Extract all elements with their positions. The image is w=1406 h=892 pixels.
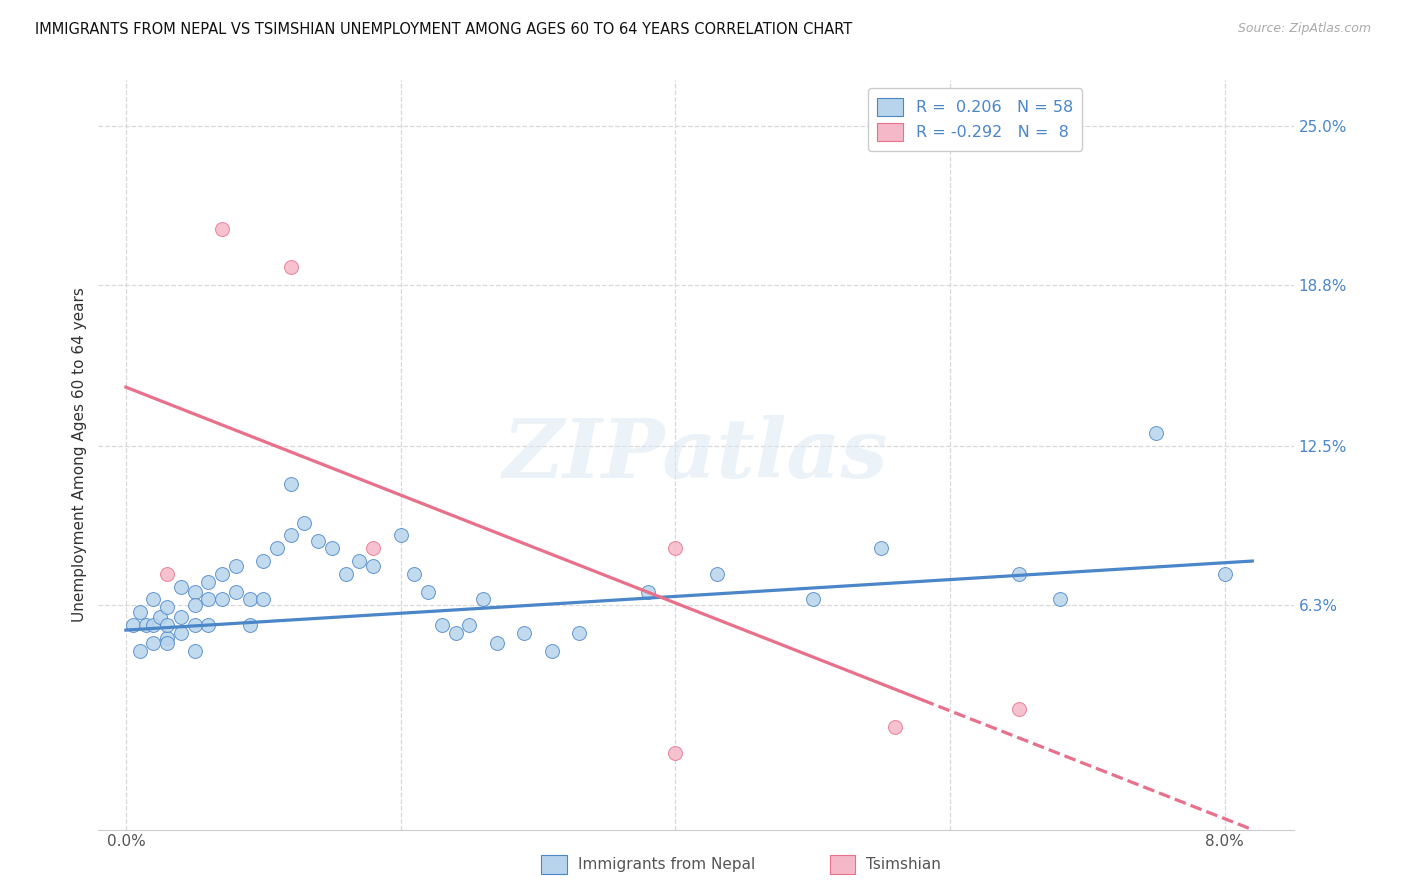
Point [444, 625, 467, 640]
Point [183, 618, 205, 632]
Text: IMMIGRANTS FROM NEPAL VS TSIMSHIAN UNEMPLOYMENT AMONG AGES 60 TO 64 YEARS CORREL: IMMIGRANTS FROM NEPAL VS TSIMSHIAN UNEMP… [35, 22, 852, 37]
Legend: R =  0.206   N = 58, R = -0.292   N =  8: R = 0.206 N = 58, R = -0.292 N = 8 [868, 88, 1083, 151]
Y-axis label: Unemployment Among Ages 60 to 64 years: Unemployment Among Ages 60 to 64 years [72, 287, 87, 623]
Point [156, 631, 179, 645]
Point [225, 559, 247, 574]
Point [568, 625, 591, 640]
Point [197, 574, 219, 589]
Point [156, 566, 179, 581]
Point [142, 618, 165, 632]
Point [211, 221, 233, 235]
Text: ZIPatlas: ZIPatlas [503, 415, 889, 495]
Point [252, 592, 274, 607]
Point [170, 580, 193, 594]
Text: Immigrants from Nepal: Immigrants from Nepal [578, 857, 755, 871]
Point [128, 643, 150, 657]
Point [664, 541, 686, 556]
Point [349, 554, 371, 568]
Point [801, 592, 824, 607]
Point [472, 592, 495, 607]
Point [706, 566, 728, 581]
Point [404, 566, 426, 581]
Point [170, 610, 193, 624]
Point [884, 720, 907, 734]
Point [870, 541, 893, 556]
Point [540, 643, 562, 657]
Point [485, 636, 508, 650]
Point [1008, 702, 1031, 716]
Point [280, 528, 302, 542]
Point [135, 618, 157, 632]
Point [266, 541, 288, 556]
Point [142, 592, 165, 607]
Point [321, 541, 343, 556]
Point [238, 592, 260, 607]
Point [664, 746, 686, 760]
FancyBboxPatch shape [830, 855, 855, 874]
Point [458, 618, 481, 632]
Point [280, 477, 302, 491]
Point [183, 598, 205, 612]
Text: Tsimshian: Tsimshian [866, 857, 941, 871]
Text: Source: ZipAtlas.com: Source: ZipAtlas.com [1237, 22, 1371, 36]
Point [156, 618, 179, 632]
Point [149, 610, 172, 624]
Point [211, 592, 233, 607]
Point [225, 584, 247, 599]
Point [183, 643, 205, 657]
Point [361, 559, 384, 574]
Point [211, 566, 233, 581]
Point [637, 584, 659, 599]
Point [183, 584, 205, 599]
Point [142, 636, 165, 650]
Point [280, 260, 302, 274]
Point [294, 516, 316, 530]
Point [1213, 566, 1236, 581]
Point [128, 605, 150, 619]
Point [307, 533, 329, 548]
Point [252, 554, 274, 568]
Point [121, 618, 143, 632]
Point [197, 592, 219, 607]
Point [416, 584, 439, 599]
Point [170, 625, 193, 640]
Point [335, 566, 357, 581]
Point [1049, 592, 1071, 607]
Point [361, 541, 384, 556]
Point [156, 636, 179, 650]
Point [430, 618, 453, 632]
Point [1144, 426, 1167, 441]
Point [389, 528, 412, 542]
Point [156, 600, 179, 615]
Point [238, 618, 260, 632]
FancyBboxPatch shape [541, 855, 567, 874]
Point [1008, 566, 1031, 581]
Point [513, 625, 536, 640]
Point [197, 618, 219, 632]
